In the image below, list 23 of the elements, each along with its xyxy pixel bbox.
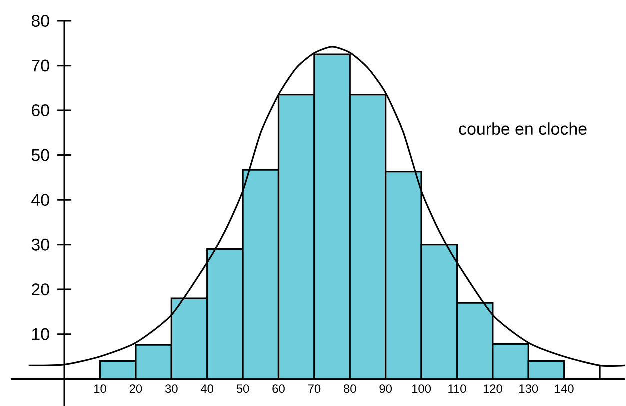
x-tick-label: 70: [308, 384, 321, 394]
y-tick-label: 10: [32, 328, 50, 340]
x-tick-label: 120: [484, 384, 502, 394]
x-tick-label: 10: [94, 384, 106, 394]
y-tick-label: 70: [32, 60, 50, 72]
y-tick-label: 40: [32, 194, 50, 206]
x-tick-label: 140: [555, 384, 574, 394]
annotation: courbe en cloche: [459, 122, 587, 136]
x-tick-label: 40: [200, 384, 214, 394]
x-tick-label: 110: [448, 384, 466, 394]
x-tick-label: 60: [272, 384, 285, 394]
y-tick-label: 60: [32, 104, 50, 117]
x-tick-label: 100: [412, 384, 432, 394]
x-tick-label: 130: [520, 384, 538, 394]
x-tick-label: 80: [344, 384, 356, 394]
y-tick-label: 50: [32, 149, 50, 162]
x-tick-label: 30: [165, 384, 178, 394]
x-tick-label: 20: [130, 384, 142, 394]
y-tick-label: 20: [32, 284, 50, 296]
y-tick-label: 30: [32, 238, 50, 251]
x-tick-label: 90: [380, 384, 392, 394]
x-tick-label: 50: [236, 384, 250, 394]
y-tick-label: 80: [32, 15, 50, 28]
